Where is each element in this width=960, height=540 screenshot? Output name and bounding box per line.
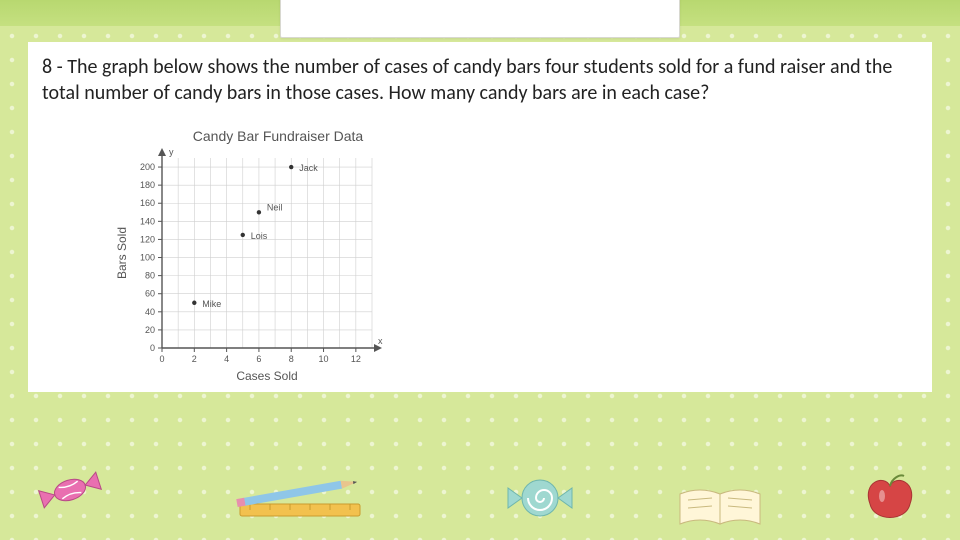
svg-text:Jack: Jack bbox=[299, 163, 318, 173]
chart-container: Candy Bar Fundraiser Data yx024681012020… bbox=[108, 128, 448, 388]
chart-title: Candy Bar Fundraiser Data bbox=[108, 128, 448, 144]
svg-text:140: 140 bbox=[140, 216, 155, 226]
svg-text:80: 80 bbox=[145, 271, 155, 281]
svg-text:12: 12 bbox=[351, 354, 361, 364]
svg-text:6: 6 bbox=[256, 354, 261, 364]
svg-text:2: 2 bbox=[192, 354, 197, 364]
paper-tab-decor bbox=[280, 0, 680, 38]
svg-text:0: 0 bbox=[159, 354, 164, 364]
svg-text:Bars Sold: Bars Sold bbox=[115, 227, 129, 279]
svg-text:10: 10 bbox=[319, 354, 329, 364]
svg-text:200: 200 bbox=[140, 162, 155, 172]
scatter-chart: yx024681012020406080100120140160180200Ca… bbox=[108, 148, 418, 388]
svg-text:20: 20 bbox=[145, 325, 155, 335]
svg-text:Mike: Mike bbox=[202, 299, 221, 309]
svg-text:160: 160 bbox=[140, 198, 155, 208]
svg-text:Lois: Lois bbox=[251, 231, 268, 241]
svg-text:Neil: Neil bbox=[267, 202, 283, 212]
svg-text:Cases Sold: Cases Sold bbox=[236, 369, 297, 383]
svg-text:y: y bbox=[169, 148, 174, 157]
svg-text:60: 60 bbox=[145, 289, 155, 299]
svg-text:120: 120 bbox=[140, 234, 155, 244]
svg-text:40: 40 bbox=[145, 307, 155, 317]
content-card: 8 - The graph below shows the number of … bbox=[28, 42, 932, 392]
question-text: 8 - The graph below shows the number of … bbox=[42, 54, 918, 106]
svg-text:180: 180 bbox=[140, 180, 155, 190]
svg-text:4: 4 bbox=[224, 354, 229, 364]
svg-text:x: x bbox=[378, 336, 383, 346]
svg-text:0: 0 bbox=[150, 343, 155, 353]
svg-text:8: 8 bbox=[289, 354, 294, 364]
svg-text:100: 100 bbox=[140, 253, 155, 263]
